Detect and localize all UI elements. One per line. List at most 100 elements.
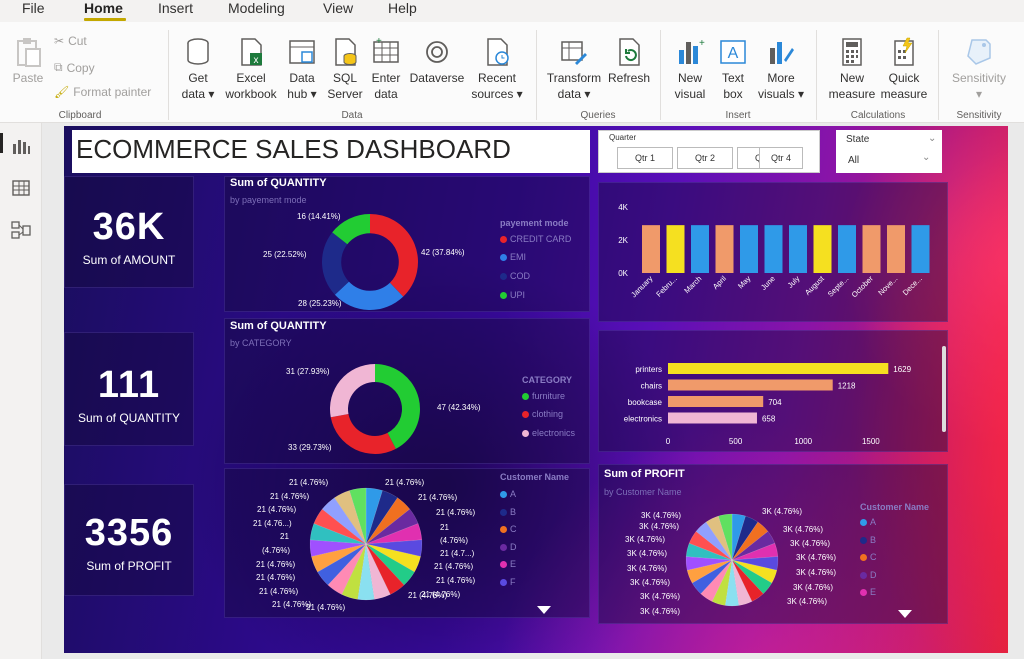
x-tick-label[interactable]: March: [682, 274, 703, 295]
legend-item-customer[interactable]: E: [860, 587, 876, 597]
x-tick-label[interactable]: October: [850, 274, 876, 300]
menu-insert[interactable]: Insert: [158, 0, 194, 16]
month-bar[interactable]: [642, 225, 660, 273]
x-tick-label[interactable]: July: [786, 274, 802, 290]
paste-button[interactable]: Paste: [8, 36, 48, 86]
qtr2-button[interactable]: Qtr 2: [677, 147, 733, 169]
pie-slice[interactable]: [731, 521, 769, 561]
recent-sources-button[interactable]: Recent sources ▾: [470, 36, 524, 102]
pie-slice[interactable]: [357, 543, 375, 601]
model-view-icon[interactable]: [10, 219, 32, 241]
pie-slice[interactable]: [365, 487, 383, 545]
excel-workbook-button[interactable]: x Excel workbook: [222, 36, 280, 102]
kpi-card-profit[interactable]: [64, 484, 194, 596]
menu-help[interactable]: Help: [388, 0, 417, 16]
column-chart-month[interactable]: 0K 2K 4K January Febru... March April May June Ju…: [600, 195, 946, 320]
donut-slice-credit-card[interactable]: [370, 214, 418, 297]
pie-slice[interactable]: [691, 559, 733, 595]
pie-chart-customer-profit[interactable]: [684, 512, 780, 608]
x-tick-label[interactable]: Febru...: [654, 274, 679, 299]
legend-item-credit-card[interactable]: CREDIT CARD: [500, 234, 571, 244]
new-visual-button[interactable]: + New visual: [668, 36, 712, 102]
pie-slice[interactable]: [365, 543, 391, 600]
menu-view[interactable]: View: [323, 0, 354, 16]
quarter-slicer[interactable]: Quarter Qtr 1 Qtr 2 Qtr 3 Qtr 4: [598, 130, 820, 173]
scrollbar[interactable]: [942, 346, 946, 432]
donut-slice-clothing[interactable]: [330, 413, 396, 454]
text-box-button[interactable]: A Text box: [712, 36, 754, 102]
pie-slice[interactable]: [317, 543, 367, 586]
data-label[interactable]: 1218: [838, 382, 856, 391]
pie-slice[interactable]: [731, 513, 746, 561]
x-tick-label[interactable]: August: [803, 273, 827, 297]
menu-home[interactable]: Home: [84, 0, 123, 16]
data-label[interactable]: 1629: [893, 365, 911, 374]
x-tick-label[interactable]: 500: [729, 437, 743, 446]
pie-slice[interactable]: [309, 539, 367, 557]
format-painter-button[interactable]: 🖌 Format painter: [54, 85, 151, 99]
pie-slice[interactable]: [311, 543, 367, 573]
pie-slice[interactable]: [686, 559, 733, 584]
category-label[interactable]: chairs: [641, 382, 662, 391]
pie-slice[interactable]: [731, 559, 778, 584]
donut-slice-upi[interactable]: [332, 214, 370, 245]
refresh-button[interactable]: Refresh: [606, 36, 652, 86]
report-view-icon[interactable]: [10, 135, 32, 157]
pie-slice[interactable]: [731, 542, 779, 561]
x-tick-label[interactable]: Septe...: [826, 274, 851, 299]
subcategory-bar[interactable]: [668, 363, 889, 374]
pie-slice[interactable]: [365, 539, 423, 557]
category-label[interactable]: bookcase: [628, 398, 663, 407]
bar-chart-subcategory[interactable]: printers 1629 chairs 1218 bookcase 704 electro…: [600, 355, 940, 450]
scroll-down-icon[interactable]: [898, 610, 912, 618]
new-measure-button[interactable]: New measure: [826, 36, 878, 102]
month-bar[interactable]: [666, 225, 685, 273]
month-bar[interactable]: [911, 225, 930, 273]
donut-slice-emi[interactable]: [334, 281, 404, 310]
state-slicer[interactable]: State ⌄ All ⌄: [836, 130, 942, 173]
pie-slice[interactable]: [731, 515, 759, 561]
category-label[interactable]: electronics: [624, 415, 662, 424]
donut-slice-furniture[interactable]: [375, 364, 420, 449]
y-tick-label[interactable]: 0K: [618, 269, 628, 278]
pie-slice[interactable]: [341, 543, 367, 600]
quick-measure-button[interactable]: Quick measure: [878, 36, 930, 102]
state-dropdown-chevron-icon[interactable]: ⌄: [922, 152, 931, 163]
x-tick-label[interactable]: Dece...: [901, 274, 924, 297]
pie-slice[interactable]: [685, 556, 733, 571]
enter-data-button[interactable]: + Enter data: [366, 36, 406, 102]
month-bar[interactable]: [691, 225, 709, 273]
pie-slice[interactable]: [731, 559, 773, 595]
data-label[interactable]: 704: [768, 398, 782, 407]
pie-slice[interactable]: [700, 559, 733, 602]
pie-chart-customer-quantity[interactable]: [308, 486, 424, 602]
legend-item-customer[interactable]: F: [500, 577, 516, 587]
subcategory-bar[interactable]: [668, 396, 764, 407]
kpi-card-amount[interactable]: [64, 176, 194, 288]
sql-server-button[interactable]: SQL Server: [324, 36, 366, 102]
month-bar[interactable]: [715, 225, 734, 273]
pie-slice[interactable]: [365, 543, 421, 573]
state-slicer-value[interactable]: All: [848, 155, 860, 166]
pie-slice[interactable]: [688, 530, 733, 561]
dataverse-button[interactable]: Dataverse: [408, 36, 466, 86]
qtr1-button[interactable]: Qtr 1: [617, 147, 673, 169]
transform-data-button[interactable]: Transform data ▾: [544, 36, 604, 102]
y-tick-label[interactable]: 2K: [618, 236, 628, 245]
pie-slice[interactable]: [731, 559, 753, 606]
legend-item-customer[interactable]: C: [500, 524, 517, 534]
pie-slice[interactable]: [724, 559, 740, 607]
x-tick-label[interactable]: May: [736, 274, 753, 291]
legend-item-upi[interactable]: UPI: [500, 290, 525, 300]
donut-chart-payment[interactable]: [320, 212, 420, 312]
donut-chart-category[interactable]: [328, 362, 422, 456]
y-tick-label[interactable]: 4K: [618, 203, 628, 212]
category-label[interactable]: printers: [635, 365, 662, 374]
cut-button[interactable]: ✂ Cut: [54, 34, 87, 48]
x-tick-label[interactable]: June: [759, 274, 777, 292]
pie-slice[interactable]: [313, 508, 367, 545]
month-bar[interactable]: [740, 225, 758, 273]
pie-slice[interactable]: [309, 523, 367, 545]
pie-slice[interactable]: [695, 521, 733, 561]
sensitivity-button[interactable]: Sensitivity ▾: [946, 36, 1012, 102]
